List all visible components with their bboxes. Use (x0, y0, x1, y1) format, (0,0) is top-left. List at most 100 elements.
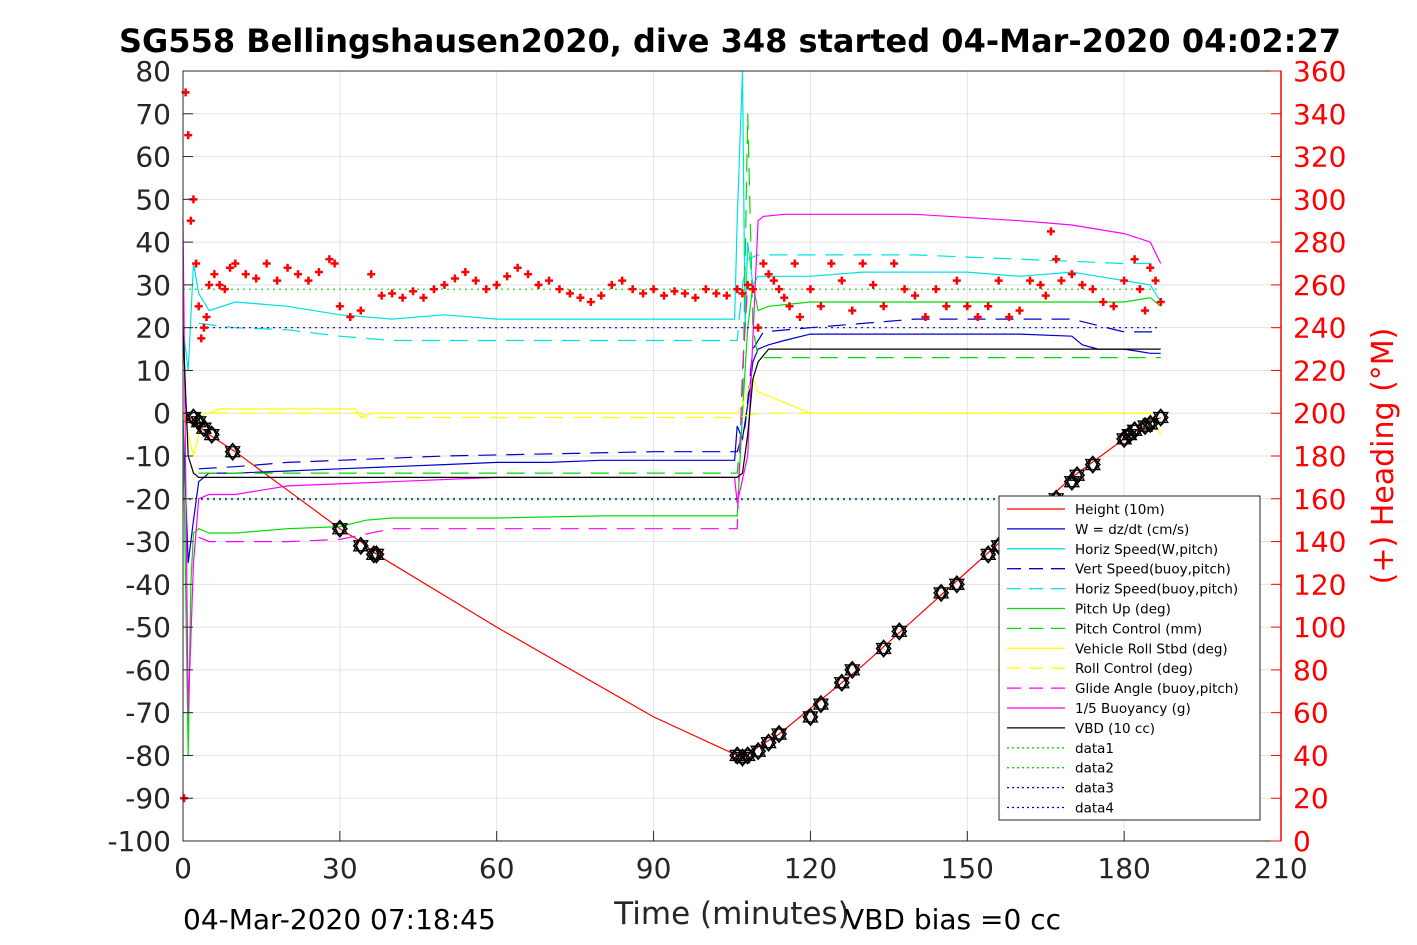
heading-marker (226, 263, 235, 272)
legend-label: Pitch Control (mm) (1075, 621, 1202, 637)
hexagram-marker-down (224, 446, 241, 462)
legend-item: data2 (1007, 761, 1114, 777)
heading-marker (1156, 298, 1165, 306)
y-tick-label-left: -100 (107, 825, 171, 858)
heading-marker (241, 270, 250, 279)
legend-item: Horiz Speed(buoy,pitch) (1007, 582, 1238, 598)
heading-marker (492, 280, 501, 289)
heading-marker (325, 255, 334, 264)
heading-marker (1036, 280, 1045, 289)
heading-marker (754, 323, 763, 332)
y-tick-label-right: 80 (1293, 654, 1329, 687)
heading-marker (869, 280, 878, 289)
heading-marker (795, 312, 804, 321)
legend-label: data4 (1075, 801, 1114, 817)
heading-marker (649, 285, 658, 294)
heading-marker (186, 216, 195, 225)
series-line-hs_buoy (198, 254, 1161, 342)
heading-marker (660, 291, 669, 300)
hexagram-marker-down (980, 548, 997, 564)
legend-label: Height (10m) (1075, 502, 1165, 518)
heading-marker (262, 259, 271, 268)
height-marker (833, 673, 850, 693)
y-tick-label-left: -80 (125, 739, 171, 772)
y-tick-label-right: 240 (1293, 312, 1346, 345)
y-tick-label-left: -40 (125, 568, 171, 601)
y-tick-label-right: 360 (1293, 55, 1346, 88)
hexagram-marker-down (185, 411, 202, 427)
y-tick-label-right: 220 (1293, 354, 1346, 387)
series-line-glide (198, 284, 749, 543)
hexagram-marker-up (875, 639, 892, 655)
hexagram-marker-down (760, 736, 777, 752)
height-marker (770, 724, 788, 744)
legend-item: Horiz Speed(W,pitch) (1007, 542, 1218, 558)
heading-marker (346, 312, 355, 321)
hexagram-marker-up (980, 545, 997, 561)
heading-marker (1046, 227, 1055, 236)
legend-item: Roll Control (deg) (1007, 661, 1193, 677)
heading-marker (597, 291, 606, 300)
hexagram-marker-up (844, 660, 861, 676)
y-tick-label-left: 50 (135, 183, 171, 216)
legend-item: Height (10m) (1007, 502, 1165, 518)
hexagram-marker-down (1068, 469, 1086, 485)
y-tick-label-left: -30 (125, 526, 171, 559)
y-tick-label-right: 200 (1293, 397, 1346, 430)
y-tick-label-left: -70 (125, 697, 171, 730)
heading-marker (931, 285, 940, 294)
footer-vbd-bias: VBD bias =0 cc (845, 903, 1061, 936)
heading-marker (197, 334, 206, 343)
heading-marker (639, 289, 648, 298)
right-axis-label: (+) Heading (°M) (1366, 328, 1401, 585)
heading-marker (194, 302, 203, 311)
y-tick-label-right: 0 (1293, 825, 1311, 858)
heading-marker (848, 306, 857, 315)
legend-item: data3 (1007, 781, 1114, 797)
hexagram-marker-down (891, 625, 908, 641)
hexagram-marker-up (770, 724, 788, 740)
y-tick-label-left: 60 (135, 141, 171, 174)
heading-marker (294, 270, 303, 279)
y-tick-label-left: -50 (125, 611, 171, 644)
legend-item: data1 (1007, 741, 1114, 757)
hexagram-marker-up (802, 707, 819, 723)
y-tick-label-left: 40 (135, 226, 171, 259)
legend: Height (10m) W = dz/dt (cm/s) Horiz Speed(… (998, 495, 1261, 821)
height-marker (948, 574, 965, 594)
hexagram-marker-down (812, 698, 829, 714)
hexagram-marker-down (875, 642, 892, 658)
y-tick-label-right: 300 (1293, 183, 1346, 216)
y-tick-label-left: 30 (135, 269, 171, 302)
heading-marker (1151, 276, 1160, 285)
heading-marker (482, 285, 491, 294)
y-tick-label-left: -60 (125, 654, 171, 687)
heading-marker (367, 270, 376, 279)
heading-marker (215, 280, 224, 289)
heading-marker (911, 291, 919, 300)
heading-marker (701, 285, 710, 294)
heading-marker (890, 259, 899, 268)
y-tick-label-left: -10 (125, 440, 171, 473)
heading-marker (534, 280, 543, 289)
legend-item: Vehicle Roll Stbd (deg) (1007, 641, 1228, 657)
heading-marker (330, 259, 339, 268)
hexagram-marker-down (203, 428, 220, 444)
heading-marker (304, 276, 313, 285)
hexagram-marker-up (1136, 416, 1154, 432)
hexagram-marker-down (1084, 458, 1101, 474)
legend-item: data4 (1007, 801, 1114, 817)
heading-marker (780, 293, 789, 302)
heading-marker (1041, 291, 1050, 300)
hexagram-marker-down (331, 523, 348, 539)
y-tick-label-right: 280 (1293, 226, 1346, 259)
heading-marker (733, 285, 742, 294)
legend-item: W = dz/dt (cm/s) (1007, 522, 1189, 538)
heading-marker (202, 312, 211, 321)
hexagram-marker-up (933, 583, 950, 599)
height-markers (185, 408, 1169, 767)
heading-marker (607, 280, 616, 289)
heading-marker (952, 276, 961, 285)
x-tick-label: 90 (636, 852, 672, 885)
